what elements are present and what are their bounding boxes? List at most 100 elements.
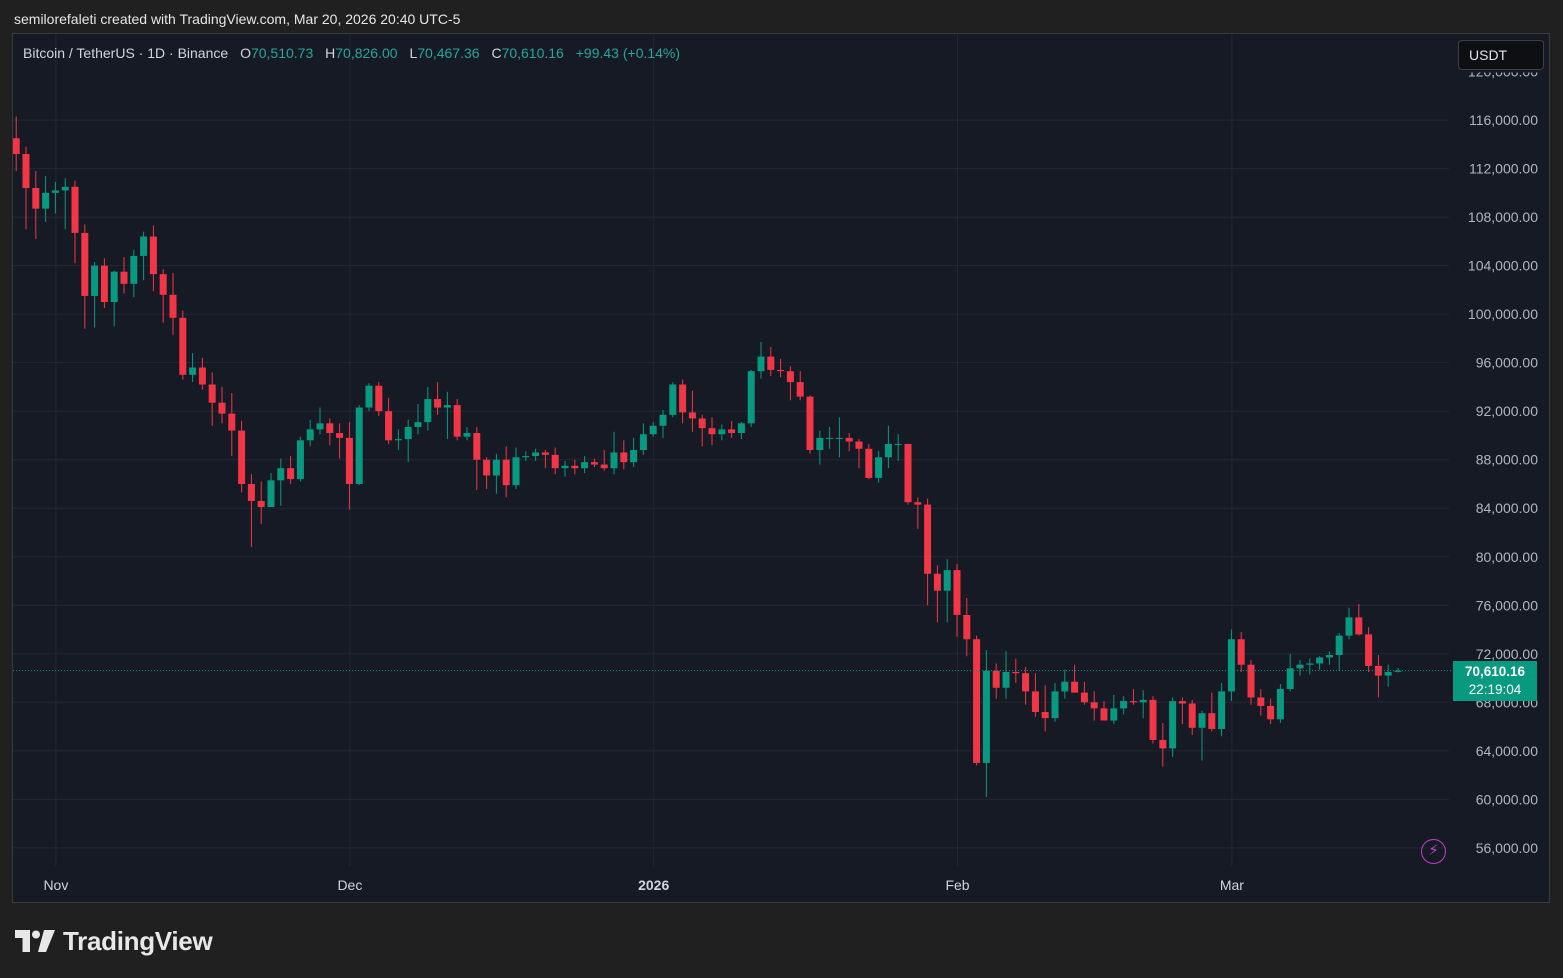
- candle-body: [963, 614, 971, 640]
- open-label: O: [240, 45, 251, 61]
- candle-body: [1110, 708, 1118, 721]
- last-price-value: 70,610.16: [1464, 664, 1526, 679]
- candle-body: [1316, 657, 1324, 664]
- candle-body: [238, 430, 246, 484]
- candle-body: [189, 367, 197, 375]
- x-tick-label: Feb: [945, 877, 969, 893]
- y-tick-label: 56,000.00: [1476, 840, 1538, 856]
- tradingview-logo-icon: [15, 930, 55, 952]
- y-tick-label: 60,000.00: [1476, 791, 1538, 807]
- candles-group: [13, 116, 1402, 797]
- y-tick-label: 112,000.00: [1469, 161, 1538, 177]
- candle-body: [973, 639, 981, 763]
- candle-body: [522, 456, 530, 458]
- symbol-title[interactable]: Bitcoin / TetherUS · 1D · Binance: [23, 45, 229, 61]
- candle-body: [179, 317, 187, 375]
- candle-body: [933, 573, 941, 591]
- low-value: 70,467.36: [417, 45, 480, 61]
- candle-body: [355, 407, 363, 484]
- candle-body: [737, 423, 745, 434]
- bar-countdown: 22:19:04: [1468, 682, 1522, 697]
- candle-body: [855, 441, 863, 449]
- candle-body: [1139, 699, 1147, 703]
- candle-body: [1178, 701, 1186, 704]
- candle-body: [708, 428, 716, 435]
- y-tick-label: 88,000.00: [1476, 452, 1538, 468]
- candle-body: [277, 468, 285, 481]
- candle-body: [1080, 692, 1088, 703]
- candle-body: [1365, 634, 1373, 666]
- candle-body: [434, 399, 442, 408]
- chart-caption: semilorefaleti created with TradingView.…: [14, 11, 461, 27]
- candle-body: [639, 434, 647, 451]
- candle-body: [816, 437, 824, 451]
- candle-body: [610, 452, 618, 469]
- candle-body: [1031, 691, 1039, 713]
- candle-body: [502, 459, 510, 486]
- y-tick-label: 104,000.00: [1468, 258, 1538, 274]
- candle-body: [492, 459, 500, 476]
- low-label: L: [409, 45, 418, 61]
- high-label: H: [325, 45, 336, 61]
- tradingview-brand[interactable]: TradingView: [15, 925, 213, 957]
- candle-body: [875, 457, 883, 478]
- candle-body: [32, 187, 40, 209]
- candle-body: [149, 236, 157, 275]
- candle-body: [1051, 691, 1059, 719]
- y-tick-label: 96,000.00: [1476, 355, 1538, 371]
- lightning-icon[interactable]: ⚡: [1421, 839, 1446, 864]
- candle-body: [81, 232, 89, 296]
- candle-body: [1090, 702, 1098, 709]
- candle-body: [247, 483, 255, 501]
- currency-button[interactable]: USDT: [1458, 40, 1544, 70]
- candle-body: [1169, 701, 1177, 749]
- chart-panel[interactable]: [12, 33, 1550, 903]
- candle-body: [561, 465, 569, 469]
- x-tick-label: Dec: [337, 877, 362, 893]
- y-tick-label: 120,000.00: [1468, 64, 1538, 80]
- candle-body: [1188, 703, 1196, 728]
- candle-body: [130, 255, 138, 284]
- y-tick-label: 116,000.00: [1469, 112, 1538, 128]
- close-value: 70,610.16: [501, 45, 564, 61]
- candle-body: [336, 433, 344, 438]
- x-tick-label: 2026: [638, 877, 669, 893]
- candle-body: [767, 356, 775, 370]
- candle-body: [630, 450, 638, 463]
- candle-body: [1325, 655, 1333, 658]
- candle-body: [541, 452, 549, 455]
- candle-body: [718, 429, 726, 435]
- candle-body: [1002, 671, 1010, 688]
- candle-body: [159, 274, 167, 295]
- candle-body: [287, 468, 295, 480]
- candle-body: [267, 480, 275, 508]
- candle-body: [1296, 664, 1304, 669]
- candle-body: [620, 452, 628, 463]
- y-tick-label: 84,000.00: [1476, 500, 1538, 516]
- y-tick-label: 100,000.00: [1468, 306, 1538, 322]
- candle-body: [1267, 705, 1275, 720]
- candle-body: [365, 385, 373, 408]
- candle-body: [424, 399, 432, 423]
- candle-body: [1198, 713, 1206, 728]
- candle-body: [1061, 681, 1069, 692]
- candle-body: [1208, 713, 1216, 729]
- candle-body: [394, 439, 402, 441]
- candle-body: [698, 418, 706, 429]
- candle-body: [894, 443, 902, 445]
- candle-body: [198, 367, 206, 385]
- candle-body: [532, 452, 540, 457]
- candle-body: [296, 440, 304, 480]
- last-price-tag: 70,610.16 22:19:04: [1453, 661, 1537, 701]
- brand-name: TradingView: [63, 925, 213, 956]
- candle-body: [826, 437, 834, 439]
- candle-body: [679, 384, 687, 413]
- candle-body: [42, 192, 50, 209]
- candle-body: [1149, 699, 1157, 740]
- candle-body: [100, 265, 108, 303]
- candle-body: [1257, 697, 1265, 706]
- candle-body: [747, 371, 755, 424]
- candle-body: [1071, 681, 1079, 693]
- candle-body: [1012, 671, 1020, 674]
